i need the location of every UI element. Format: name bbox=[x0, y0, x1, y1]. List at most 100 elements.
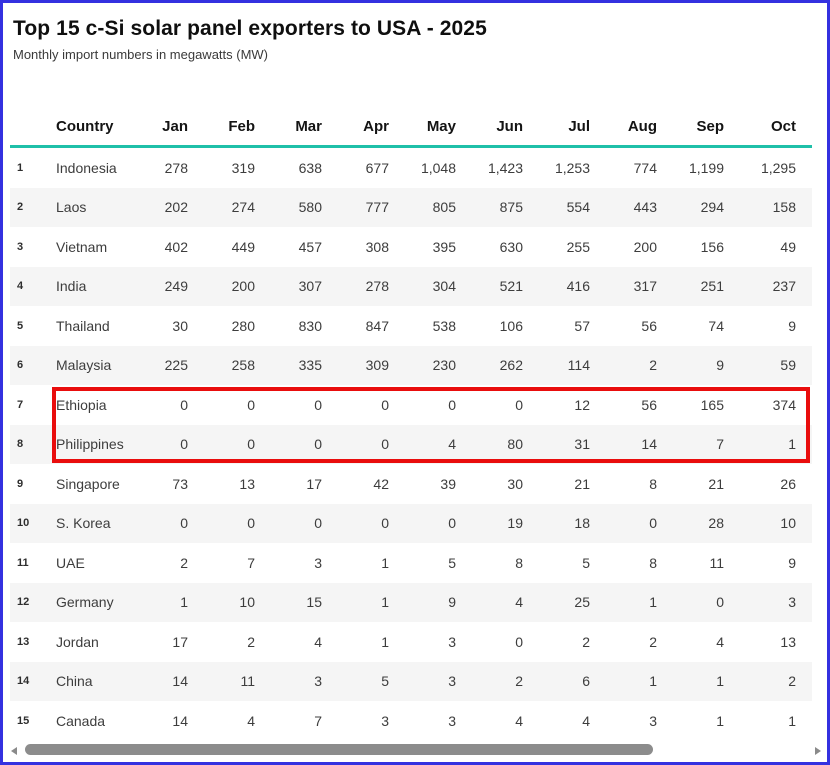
country-cell: Malaysia bbox=[56, 357, 112, 374]
value-cell: 278 bbox=[365, 278, 389, 295]
value-cell: 13 bbox=[780, 633, 796, 650]
value-cell: 630 bbox=[499, 238, 523, 255]
value-cell: 3 bbox=[448, 633, 456, 650]
value-cell: 255 bbox=[566, 238, 590, 255]
value-cell: 1 bbox=[649, 673, 657, 690]
value-cell: 521 bbox=[499, 278, 523, 295]
value-cell: 2 bbox=[180, 554, 188, 571]
value-cell: 0 bbox=[247, 436, 255, 453]
triangle-right-icon[interactable] bbox=[815, 746, 821, 755]
value-cell: 200 bbox=[633, 238, 657, 255]
table-row: 1 Indonesia 278 319 638 677 1,048 1,423 1,253 774… bbox=[10, 147, 812, 188]
country-cell: Singapore bbox=[56, 475, 120, 492]
value-cell: 304 bbox=[432, 278, 456, 295]
row-rank: 9 bbox=[17, 477, 24, 490]
value-cell: 538 bbox=[432, 317, 456, 334]
value-cell: 0 bbox=[716, 594, 724, 611]
value-cell: 26 bbox=[780, 475, 796, 492]
row-rank: 15 bbox=[17, 714, 30, 727]
value-cell: 335 bbox=[298, 357, 322, 374]
value-cell: 457 bbox=[298, 238, 322, 255]
value-cell: 0 bbox=[247, 515, 255, 532]
table-row: 13 Jordan 17 2 4 1 3 0 2 2 4 13 bbox=[10, 622, 812, 662]
country-cell: Ethiopia bbox=[56, 396, 107, 413]
value-cell: 309 bbox=[365, 357, 389, 374]
value-cell: 9 bbox=[788, 317, 796, 334]
table-row: 6 Malaysia 225 258 335 309 230 262 114 2 9 59 bbox=[10, 345, 812, 385]
value-cell: 73 bbox=[172, 475, 188, 492]
column-header-jun: Jun bbox=[466, 108, 533, 148]
value-cell: 9 bbox=[716, 357, 724, 374]
column-header-jan: Jan bbox=[152, 108, 198, 148]
country-cell: Jordan bbox=[56, 633, 99, 650]
value-cell: 31 bbox=[574, 436, 590, 453]
value-cell: 0 bbox=[515, 633, 523, 650]
value-cell: 1,295 bbox=[760, 159, 796, 176]
value-cell: 7 bbox=[314, 712, 322, 729]
row-rank: 2 bbox=[17, 201, 24, 214]
value-cell: 30 bbox=[172, 317, 188, 334]
value-cell: 158 bbox=[772, 199, 796, 216]
value-cell: 0 bbox=[180, 396, 188, 413]
value-cell: 25 bbox=[574, 594, 590, 611]
value-cell: 251 bbox=[700, 278, 724, 295]
value-cell: 21 bbox=[574, 475, 590, 492]
country-cell: Indonesia bbox=[56, 159, 117, 176]
value-cell: 0 bbox=[180, 436, 188, 453]
value-cell: 74 bbox=[708, 317, 724, 334]
value-cell: 677 bbox=[365, 159, 389, 176]
value-cell: 0 bbox=[247, 396, 255, 413]
value-cell: 14 bbox=[172, 712, 188, 729]
value-cell: 1,253 bbox=[554, 159, 590, 176]
value-cell: 14 bbox=[641, 436, 657, 453]
value-cell: 8 bbox=[649, 475, 657, 492]
table-row: 12 Germany 1 10 15 1 9 4 25 1 0 3 bbox=[10, 582, 812, 622]
row-rank: 6 bbox=[17, 359, 24, 372]
value-cell: 307 bbox=[298, 278, 322, 295]
value-cell: 0 bbox=[314, 396, 322, 413]
value-cell: 14 bbox=[172, 673, 188, 690]
value-cell: 237 bbox=[772, 278, 796, 295]
row-rank: 14 bbox=[17, 675, 30, 688]
value-cell: 3 bbox=[314, 554, 322, 571]
value-cell: 805 bbox=[432, 199, 456, 216]
triangle-left-icon[interactable] bbox=[11, 746, 17, 755]
value-cell: 80 bbox=[507, 436, 523, 453]
value-cell: 280 bbox=[231, 317, 255, 334]
value-cell: 10 bbox=[780, 515, 796, 532]
value-cell: 49 bbox=[780, 238, 796, 255]
table-row: 8 Philippines 0 0 0 0 4 80 31 14 7 1 bbox=[10, 424, 812, 464]
table-row: 9 Singapore 73 13 17 42 39 30 21 8 21 26 bbox=[10, 464, 812, 504]
horizontal-scrollbar[interactable] bbox=[3, 743, 827, 757]
value-cell: 59 bbox=[780, 357, 796, 374]
value-cell: 4 bbox=[314, 633, 322, 650]
table-row: 3 Vietnam 402 449 457 308 395 630 255 200 156 49 bbox=[10, 227, 812, 267]
value-cell: 114 bbox=[567, 357, 590, 374]
value-cell: 2 bbox=[515, 673, 523, 690]
value-cell: 308 bbox=[365, 238, 389, 255]
value-cell: 225 bbox=[164, 357, 188, 374]
table-container: Country Jan Feb Mar Apr May Jun Jul Aug Sep Oct 1 I… bbox=[10, 108, 812, 741]
value-cell: 1 bbox=[180, 594, 188, 611]
value-cell: 638 bbox=[298, 159, 322, 176]
value-cell: 1 bbox=[381, 633, 389, 650]
value-cell: 9 bbox=[788, 554, 796, 571]
country-cell: Laos bbox=[56, 199, 87, 216]
column-header-feb: Feb bbox=[198, 108, 265, 148]
value-cell: 11 bbox=[240, 673, 255, 690]
value-cell: 1,199 bbox=[688, 159, 724, 176]
scrollbar-thumb[interactable] bbox=[25, 743, 653, 755]
header-row: Country Jan Feb Mar Apr May Jun Jul Aug Sep Oct bbox=[10, 108, 812, 148]
row-rank: 7 bbox=[17, 398, 24, 411]
value-cell: 2 bbox=[649, 357, 657, 374]
value-cell: 443 bbox=[633, 199, 657, 216]
value-cell: 10 bbox=[239, 594, 255, 611]
table-row: 4 India 249 200 307 278 304 521 416 317 251 237 bbox=[10, 266, 812, 306]
value-cell: 1,048 bbox=[420, 159, 456, 176]
column-header-aug: Aug bbox=[600, 108, 667, 148]
value-cell: 39 bbox=[440, 475, 456, 492]
country-cell: Germany bbox=[56, 594, 114, 611]
value-cell: 249 bbox=[164, 278, 188, 295]
value-cell: 402 bbox=[164, 238, 188, 255]
value-cell: 57 bbox=[574, 317, 590, 334]
